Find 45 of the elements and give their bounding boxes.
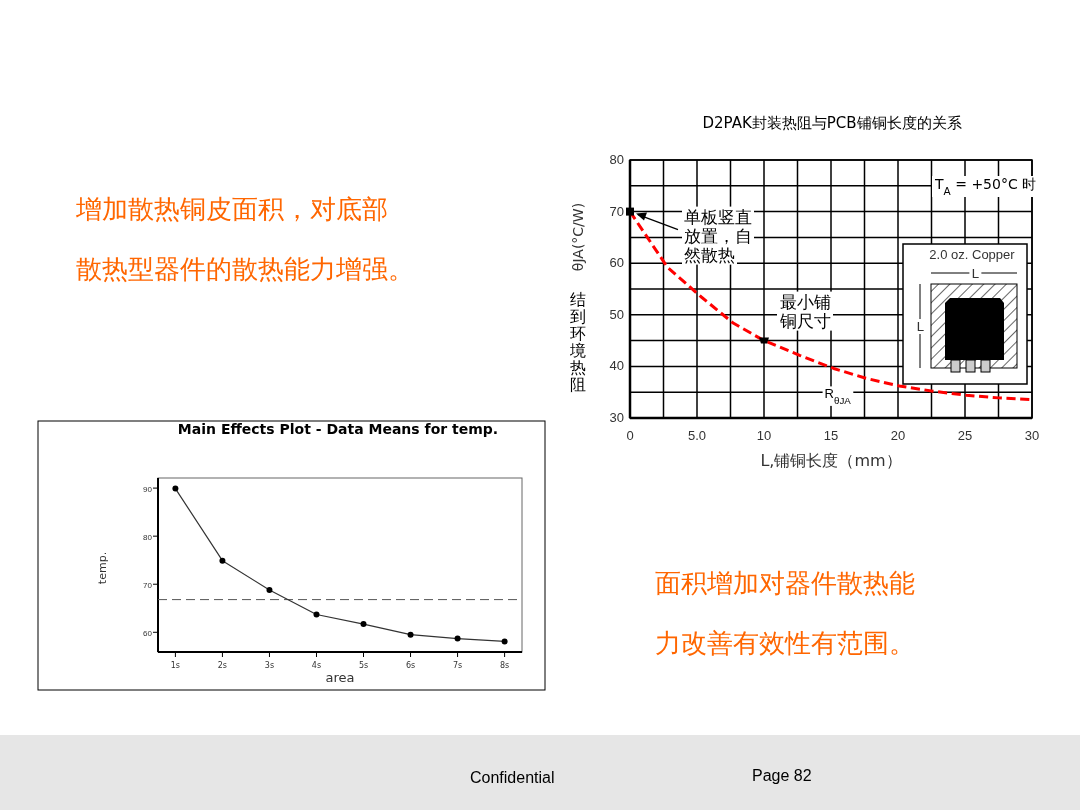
x-tick-label: 1s bbox=[170, 661, 181, 670]
y-axis-title: temp. bbox=[96, 551, 109, 585]
text: 增加散热铜皮面积，对底部 bbox=[75, 194, 388, 224]
annotation: T$_{A}$ = +50°C 时 bbox=[934, 176, 1037, 197]
x-tick-label: 4s bbox=[311, 661, 322, 670]
y-tick-label: 40 bbox=[609, 358, 624, 374]
y-tick-label: 30 bbox=[609, 410, 624, 425]
x-tick-label: 6s bbox=[405, 661, 416, 670]
x-tick-label: 10 bbox=[756, 428, 772, 443]
x-tick-label: 3s bbox=[264, 661, 275, 670]
x-axis-title: L,铺铜长度（mm） bbox=[760, 451, 902, 470]
x-tick-label: 20 bbox=[890, 428, 906, 443]
y-tick-label: 80 bbox=[143, 533, 153, 543]
text: Page 82 bbox=[752, 767, 812, 784]
y-tick-label: 60 bbox=[609, 255, 624, 271]
text: 结到环境热阻 bbox=[569, 290, 586, 394]
y-tick-label: 50 bbox=[609, 306, 624, 322]
y-tick-label: 60 bbox=[143, 629, 153, 639]
series-label: R$_{θJA}$ bbox=[824, 386, 852, 406]
chart-title: Main Effects Plot - Data Means for temp. bbox=[177, 421, 499, 437]
y-tick-label: 70 bbox=[609, 203, 624, 219]
text: 散热型器件的散热能力增强。 bbox=[76, 254, 414, 284]
x-tick-label: 5s bbox=[358, 661, 369, 670]
annotation: 单板竖直放置，自然散热 bbox=[684, 206, 752, 265]
x-tick-label: 2s bbox=[217, 661, 228, 670]
annotation: L bbox=[971, 266, 980, 281]
text: 力改善有效性有范围。 bbox=[655, 628, 915, 658]
text: 面积增加对器件散热能 bbox=[655, 568, 915, 598]
x-tick-label: 0 bbox=[626, 428, 634, 443]
x-tick-label: 30 bbox=[1024, 428, 1040, 443]
chart-title: D2PAK封装热阻与PCB铺铜长度的关系 bbox=[702, 114, 962, 132]
y-tick-label: 70 bbox=[143, 581, 153, 591]
x-tick-label: 5.0 bbox=[687, 428, 707, 443]
x-tick-label: 8s bbox=[499, 661, 510, 670]
annotation: L bbox=[916, 319, 925, 334]
x-tick-label: 25 bbox=[957, 428, 973, 443]
x-tick-label: 15 bbox=[823, 428, 839, 443]
annotation: 2.0 oz. Copper bbox=[929, 247, 1016, 262]
y-tick-label: 80 bbox=[609, 152, 624, 167]
y-tick-label: 90 bbox=[143, 485, 153, 495]
x-tick-label: 7s bbox=[452, 661, 463, 670]
annotation: 最小铺铜尺寸 bbox=[779, 291, 831, 331]
text: Confidential bbox=[470, 769, 555, 786]
x-axis-title: area bbox=[325, 670, 355, 685]
y-axis-title: θJA(°C/W) bbox=[570, 202, 586, 272]
